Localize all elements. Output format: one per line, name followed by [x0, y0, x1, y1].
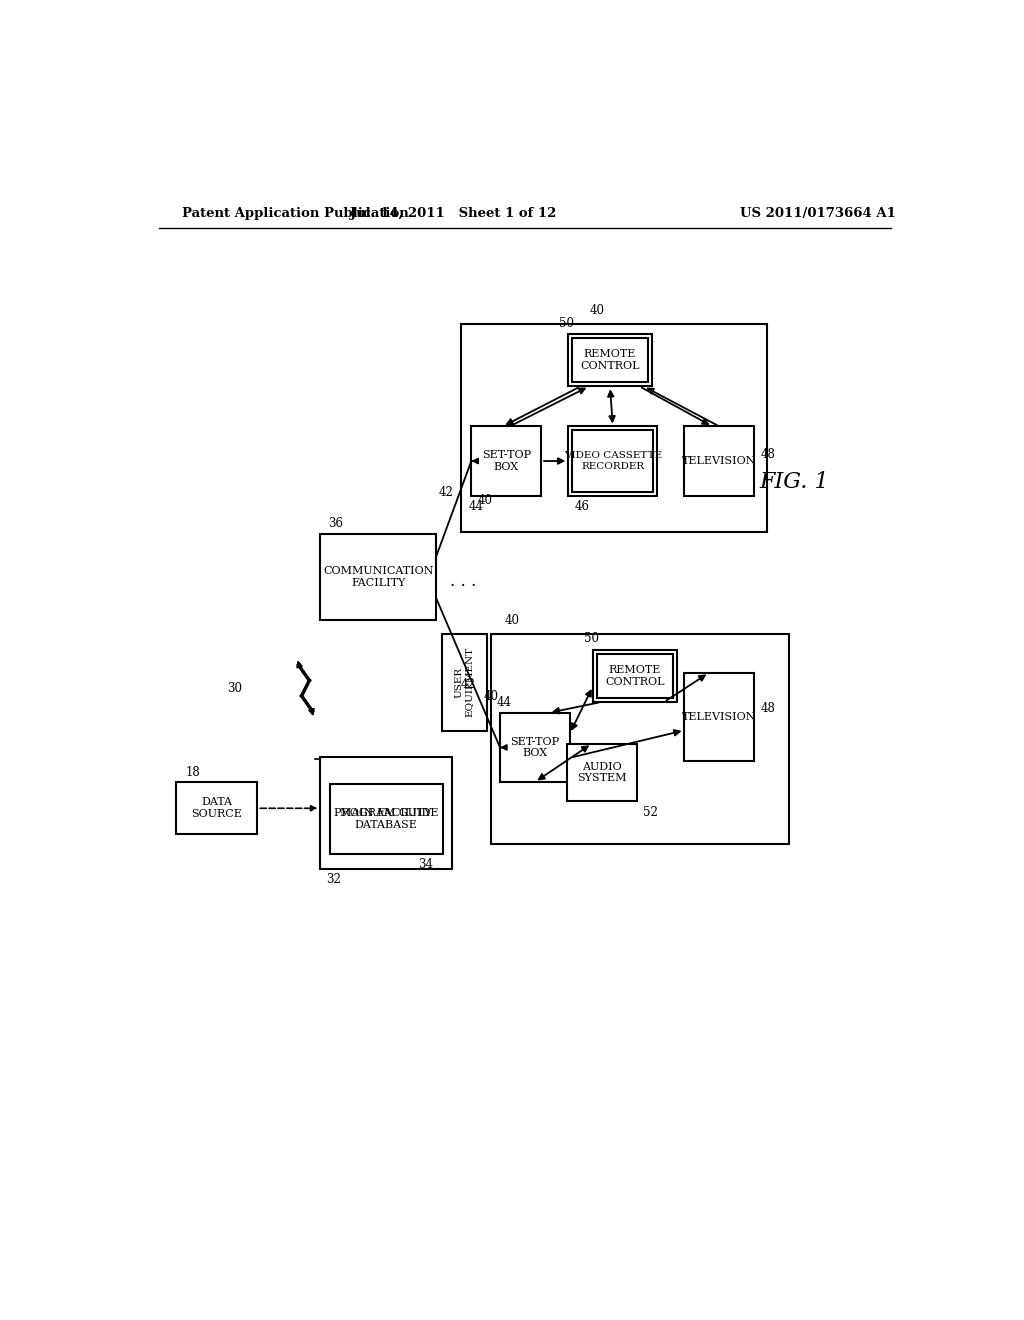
- Text: 44: 44: [468, 500, 483, 513]
- Text: COMMUNICATION
FACILITY: COMMUNICATION FACILITY: [324, 566, 433, 589]
- Text: REMOTE
CONTROL: REMOTE CONTROL: [581, 350, 640, 371]
- Text: Jul. 14, 2011   Sheet 1 of 12: Jul. 14, 2011 Sheet 1 of 12: [350, 207, 557, 220]
- Bar: [567, 743, 637, 801]
- Bar: [471, 426, 541, 496]
- Text: FIG. 1: FIG. 1: [760, 471, 829, 492]
- Text: 40: 40: [483, 690, 499, 702]
- Text: 40: 40: [477, 494, 493, 507]
- Bar: [572, 338, 648, 383]
- Text: 40: 40: [590, 304, 605, 317]
- Text: 30: 30: [227, 681, 243, 694]
- Bar: [176, 781, 257, 834]
- Bar: [568, 426, 657, 496]
- Bar: [684, 426, 755, 496]
- Text: . . .: . . .: [451, 573, 476, 590]
- Text: 50: 50: [584, 632, 599, 645]
- Text: 52: 52: [643, 805, 658, 818]
- Text: 48: 48: [761, 702, 775, 714]
- Bar: [593, 649, 677, 702]
- Text: 44: 44: [497, 696, 512, 709]
- Text: Patent Application Publication: Patent Application Publication: [182, 207, 409, 220]
- Text: 50: 50: [559, 317, 573, 330]
- Text: TELEVISION: TELEVISION: [682, 455, 757, 466]
- Text: VIDEO CASSETTE
RECORDER: VIDEO CASSETTE RECORDER: [563, 451, 662, 471]
- Text: 42: 42: [461, 678, 475, 692]
- Text: 32: 32: [327, 874, 341, 887]
- Text: REMOTE
CONTROL: REMOTE CONTROL: [605, 665, 665, 686]
- Bar: [461, 323, 767, 532]
- Bar: [500, 713, 569, 781]
- Bar: [572, 430, 653, 492]
- Bar: [442, 635, 486, 730]
- Text: US 2011/0173664 A1: US 2011/0173664 A1: [739, 207, 896, 220]
- Text: 46: 46: [574, 500, 590, 513]
- Text: SET-TOP
BOX: SET-TOP BOX: [510, 737, 559, 758]
- Text: SET-TOP
BOX: SET-TOP BOX: [481, 450, 530, 471]
- Text: 42: 42: [438, 487, 454, 499]
- Bar: [321, 758, 452, 869]
- Bar: [330, 784, 442, 854]
- Bar: [597, 653, 673, 698]
- Text: AUDIO
SYSTEM: AUDIO SYSTEM: [578, 762, 627, 783]
- Text: 34: 34: [419, 858, 433, 871]
- Text: 48: 48: [761, 447, 775, 461]
- Bar: [321, 535, 436, 620]
- Text: 40: 40: [505, 614, 519, 627]
- Bar: [684, 673, 755, 762]
- Text: 36: 36: [328, 517, 343, 529]
- Text: TELEVISION: TELEVISION: [682, 711, 757, 722]
- Text: MAIN FACILITY: MAIN FACILITY: [340, 808, 432, 818]
- Text: PROGRAM GUIDE
DATABASE: PROGRAM GUIDE DATABASE: [334, 808, 438, 830]
- Bar: [490, 635, 790, 843]
- Text: 18: 18: [185, 767, 200, 779]
- Text: DATA
SOURCE: DATA SOURCE: [191, 797, 242, 820]
- Text: USER
EQUIPMENT: USER EQUIPMENT: [455, 647, 474, 718]
- Bar: [568, 334, 652, 387]
